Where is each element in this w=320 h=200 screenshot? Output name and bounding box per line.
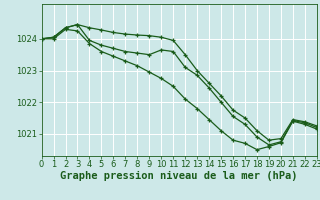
- X-axis label: Graphe pression niveau de la mer (hPa): Graphe pression niveau de la mer (hPa): [60, 171, 298, 181]
